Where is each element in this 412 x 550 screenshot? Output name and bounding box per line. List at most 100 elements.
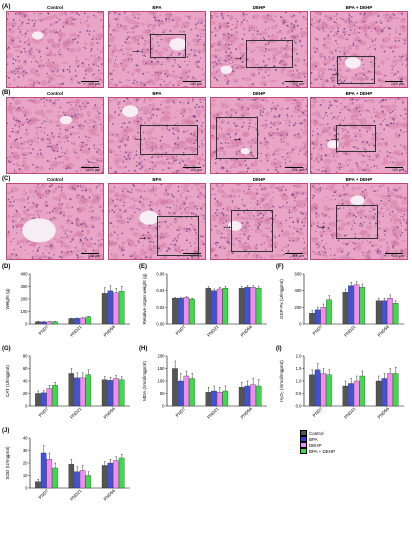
bar [113, 378, 119, 407]
histology-image: 100 μm [108, 11, 206, 88]
histology-image: 100 μm [6, 183, 104, 260]
histology-image: 100 μm [310, 97, 408, 174]
y-tick-label: 0 [162, 404, 165, 409]
x-tick-label: PND7 [175, 406, 187, 418]
y-axis-label: CAT (U/mgprot) [5, 365, 10, 397]
panel-label: (E) [139, 264, 147, 270]
panel-label: (H) [139, 346, 148, 352]
bar [52, 321, 58, 325]
bar [101, 465, 108, 489]
bar [375, 380, 382, 407]
bar [118, 457, 125, 489]
scale-bar [385, 80, 403, 82]
bar [222, 390, 229, 407]
x-tick-label: PND7 [312, 406, 324, 418]
bar [392, 373, 399, 407]
arrow-icon: → [233, 51, 244, 63]
x-tick-label: PND21 [69, 406, 83, 420]
y-axis-label: H₂O₂ (mmol/mgprot) [279, 360, 284, 402]
legend-label: Control [309, 430, 324, 436]
y-tick-label: 30 [23, 448, 28, 453]
panel-label: (D) [2, 264, 11, 270]
y-tick-label: 150 [158, 366, 166, 371]
scale-bar [285, 80, 303, 82]
bar [35, 321, 41, 325]
panel-label: (J) [2, 428, 10, 434]
arrow-icon: → [137, 231, 148, 243]
x-tick-label: PND21 [69, 324, 83, 338]
y-tick-label: 60 [23, 366, 28, 371]
image-title: BPA [152, 177, 162, 182]
bar [244, 385, 251, 407]
y-tick-label: 400 [21, 272, 29, 277]
histology-image: 100 μm [310, 11, 408, 88]
bar [326, 299, 332, 325]
bar [244, 287, 251, 325]
y-tick-label: 0.5 [296, 391, 302, 396]
x-tick-label: PND7 [312, 324, 324, 336]
bar [113, 292, 119, 325]
bar [342, 385, 349, 407]
x-tick-label: PND56 [102, 324, 116, 338]
bar [353, 380, 360, 407]
bar [183, 375, 190, 407]
bar-chart: (H) 0 50 100 150 200 MDA (nmol/mgprot) PND7 PND2… [139, 346, 273, 430]
bar [118, 291, 125, 325]
bar [320, 307, 327, 325]
bar [309, 374, 315, 407]
x-tick-label: PND21 [206, 406, 220, 420]
bar [172, 298, 178, 325]
bar [79, 317, 86, 325]
bar-chart: (D) 0 100 200 300 400 Weight (g) PND7 PND21 PND56 [2, 264, 136, 348]
bar [216, 288, 223, 325]
bar [375, 300, 382, 325]
scale-bar-label: 100 μm [291, 82, 304, 86]
bar [107, 380, 114, 407]
legend-swatch [300, 448, 307, 454]
bar [46, 459, 53, 489]
scale-bar [285, 166, 303, 168]
image-title: DEHP [252, 177, 266, 182]
y-tick-label: 80 [23, 354, 28, 359]
bar [113, 460, 119, 489]
bar [255, 385, 262, 407]
bar [74, 377, 80, 407]
y-tick-label: 0 [25, 322, 28, 327]
y-tick-label: 0.0 [296, 404, 302, 409]
y-tick-label: 200 [295, 305, 303, 310]
zoom-box [231, 210, 273, 252]
bar [238, 288, 245, 325]
bar [79, 377, 86, 407]
y-tick-label: 100 [158, 379, 166, 384]
legend-swatch [300, 442, 307, 448]
bar-chart: (F) 0 200 400 600 GSP-Px (U/mgprot) PND7 PND21 P… [276, 264, 410, 348]
scale-bar-label: 100 μm [391, 254, 404, 258]
bar [250, 287, 256, 325]
y-axis-label: Relative organ weight (g) [142, 273, 147, 325]
legend-item: DEHP [300, 442, 335, 448]
bar [238, 387, 245, 407]
bar [250, 384, 256, 407]
legend-swatch [300, 430, 307, 436]
legend-label: DEHP [309, 442, 322, 448]
y-tick-label: 0.02 [156, 305, 165, 310]
bar [326, 374, 332, 407]
image-title: BPA + DEHP [345, 177, 373, 182]
legend-item: Control [300, 430, 335, 436]
histology-image: 100 μm [210, 97, 308, 174]
bar [348, 285, 354, 325]
image-title: Control [47, 177, 63, 182]
zoom-box [336, 205, 378, 239]
zoom-box [216, 117, 258, 159]
x-tick-label: PND7 [38, 406, 50, 418]
image-title: DEHP [252, 5, 266, 10]
image-title: BPA + DEHP [345, 91, 373, 96]
bar [314, 309, 321, 325]
panel-label: (C) [2, 176, 11, 182]
bar [381, 378, 388, 407]
image-title: DEHP [252, 91, 266, 96]
bar [381, 300, 388, 325]
x-tick-label: PND21 [343, 406, 357, 420]
x-tick-label: PND7 [38, 324, 50, 336]
bar [216, 392, 223, 407]
